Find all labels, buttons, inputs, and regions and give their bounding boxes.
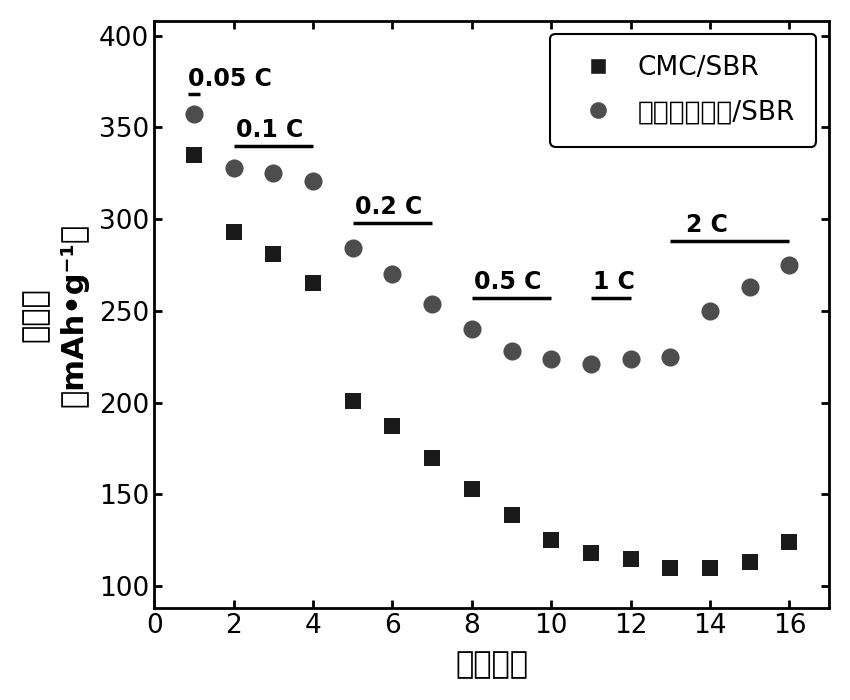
水溶性木质素/SBR bbox=[465, 323, 479, 335]
CMC/SBR bbox=[743, 556, 756, 568]
CMC/SBR bbox=[703, 562, 717, 573]
CMC/SBR bbox=[664, 562, 677, 573]
水溶性木质素/SBR bbox=[703, 305, 717, 316]
Text: 0.5 C: 0.5 C bbox=[473, 270, 541, 294]
水溶性木质素/SBR bbox=[386, 269, 400, 280]
水溶性木质素/SBR bbox=[425, 298, 439, 309]
Text: 0.1 C: 0.1 C bbox=[235, 118, 303, 142]
CMC/SBR bbox=[783, 536, 796, 547]
CMC/SBR bbox=[346, 395, 360, 407]
CMC/SBR bbox=[545, 535, 558, 546]
Text: 1 C: 1 C bbox=[593, 270, 635, 294]
CMC/SBR bbox=[584, 547, 598, 559]
水溶性木质素/SBR bbox=[545, 353, 558, 364]
水溶性木质素/SBR bbox=[227, 162, 241, 174]
水溶性木质素/SBR bbox=[624, 353, 638, 364]
水溶性木质素/SBR bbox=[743, 281, 756, 293]
Legend: CMC/SBR, 水溶性木质素/SBR: CMC/SBR, 水溶性木质素/SBR bbox=[551, 34, 816, 147]
CMC/SBR bbox=[227, 226, 241, 237]
Text: 2 C: 2 C bbox=[686, 214, 728, 237]
CMC/SBR bbox=[306, 278, 320, 289]
水溶性木质素/SBR bbox=[346, 243, 360, 254]
CMC/SBR bbox=[465, 483, 479, 494]
CMC/SBR bbox=[624, 553, 638, 564]
水溶性木质素/SBR bbox=[187, 108, 201, 120]
CMC/SBR bbox=[267, 248, 280, 260]
水溶性木质素/SBR bbox=[664, 351, 677, 363]
Text: 0.05 C: 0.05 C bbox=[188, 66, 272, 90]
Text: 0.2 C: 0.2 C bbox=[354, 195, 422, 219]
CMC/SBR bbox=[425, 452, 439, 463]
水溶性木质素/SBR bbox=[505, 346, 518, 357]
CMC/SBR bbox=[505, 509, 518, 520]
水溶性木质素/SBR bbox=[584, 358, 598, 370]
水溶性木质素/SBR bbox=[306, 175, 320, 186]
X-axis label: 循环次数: 循环次数 bbox=[456, 650, 528, 679]
CMC/SBR bbox=[187, 149, 201, 160]
水溶性木质素/SBR bbox=[783, 260, 796, 271]
水溶性木质素/SBR bbox=[267, 167, 280, 178]
CMC/SBR bbox=[386, 421, 400, 432]
Y-axis label: 比容量
（mAh•g⁻¹）: 比容量 （mAh•g⁻¹） bbox=[21, 223, 88, 407]
